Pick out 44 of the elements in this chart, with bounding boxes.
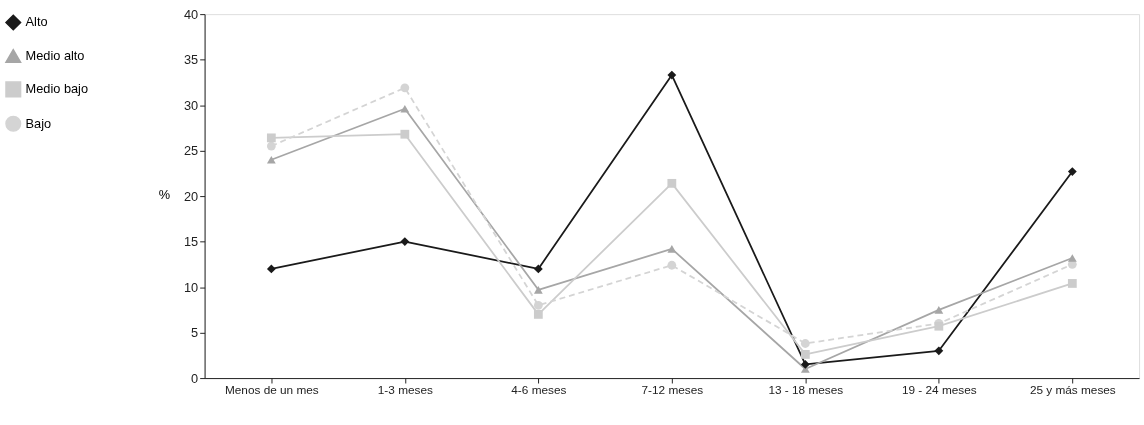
y-tick-label: 35 — [184, 52, 199, 68]
point — [400, 237, 410, 246]
y-tick-label: 0 — [191, 370, 199, 386]
point — [400, 83, 410, 93]
point — [266, 141, 276, 151]
x-tick-label: Menos de un mes — [224, 383, 319, 398]
x-tick-label: 7-12 meses — [641, 383, 704, 398]
y-tick-label: 20 — [184, 188, 199, 204]
point — [800, 339, 810, 348]
point — [1067, 254, 1077, 262]
point — [667, 260, 677, 270]
point — [266, 133, 276, 143]
x-tick-label: 13 - 18 meses — [768, 383, 844, 398]
point — [533, 264, 543, 274]
legend-label: Medio bajo — [25, 81, 89, 97]
point — [667, 70, 677, 80]
x-tick-label: 1-3 meses — [377, 383, 433, 398]
legend-label: Alto — [25, 14, 48, 30]
x-tick-label: 4-6 meses — [511, 383, 567, 398]
y-tick-label: 10 — [184, 279, 199, 295]
point — [400, 129, 410, 139]
y-axis-title: % — [158, 186, 171, 202]
y-tick-label: 5 — [191, 325, 199, 341]
point — [800, 360, 810, 369]
y-tick-label: 25 — [184, 143, 199, 159]
y-tick-label: 40 — [184, 6, 199, 22]
point — [667, 178, 677, 188]
point — [934, 346, 944, 356]
y-tick-label: 30 — [184, 97, 199, 113]
point — [266, 155, 276, 164]
legend-label: Medio alto — [25, 47, 85, 63]
point — [533, 300, 543, 310]
point — [533, 309, 543, 319]
point — [400, 104, 410, 113]
point — [1067, 279, 1077, 288]
point — [934, 306, 944, 314]
point — [533, 286, 543, 294]
y-tick-label: 15 — [184, 234, 199, 250]
legend-label: Bajo — [25, 115, 52, 131]
point — [800, 350, 810, 359]
x-tick-label: 19 - 24 meses — [901, 383, 977, 398]
x-tick-label: 25 y más meses — [1029, 383, 1116, 398]
point — [266, 264, 276, 274]
point — [1067, 167, 1077, 176]
